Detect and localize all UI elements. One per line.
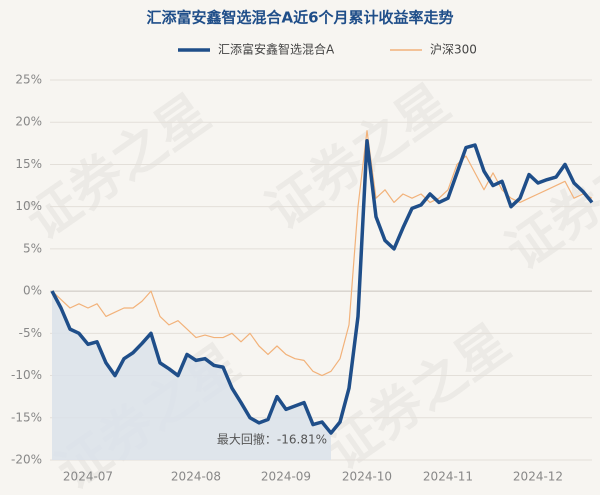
chart-title: 汇添富安鑫智选混合A近6个月累计收益率走势 — [146, 9, 453, 27]
x-tick-label: 2024-10 — [342, 470, 392, 484]
legend-label: 汇添富安鑫智选混合A — [218, 42, 335, 57]
y-tick-label: 0% — [23, 284, 42, 298]
y-tick-label: -5% — [19, 326, 42, 340]
series-line — [51, 130, 593, 377]
x-tick-label: 2024-08 — [171, 470, 221, 484]
x-tick-label: 2024-07 — [63, 470, 113, 484]
legend-label: 沪深300 — [430, 43, 477, 57]
x-tick-label: 2024-11 — [423, 470, 473, 484]
y-tick-label: 25% — [15, 73, 42, 87]
drawdown-area — [52, 291, 331, 460]
y-tick-label: -20% — [11, 453, 42, 467]
y-tick-label: 15% — [15, 157, 42, 171]
y-tick-label: 10% — [15, 199, 42, 213]
y-tick-label: -10% — [11, 368, 42, 382]
y-tick-label: -15% — [11, 410, 42, 424]
y-tick-label: 20% — [15, 115, 42, 129]
annotation: 最大回撤：-16.81% — [217, 432, 327, 447]
x-tick-label: 2024-12 — [513, 470, 563, 484]
y-tick-label: 5% — [23, 241, 42, 255]
series-line — [50, 139, 594, 435]
x-tick-label: 2024-09 — [261, 470, 311, 484]
